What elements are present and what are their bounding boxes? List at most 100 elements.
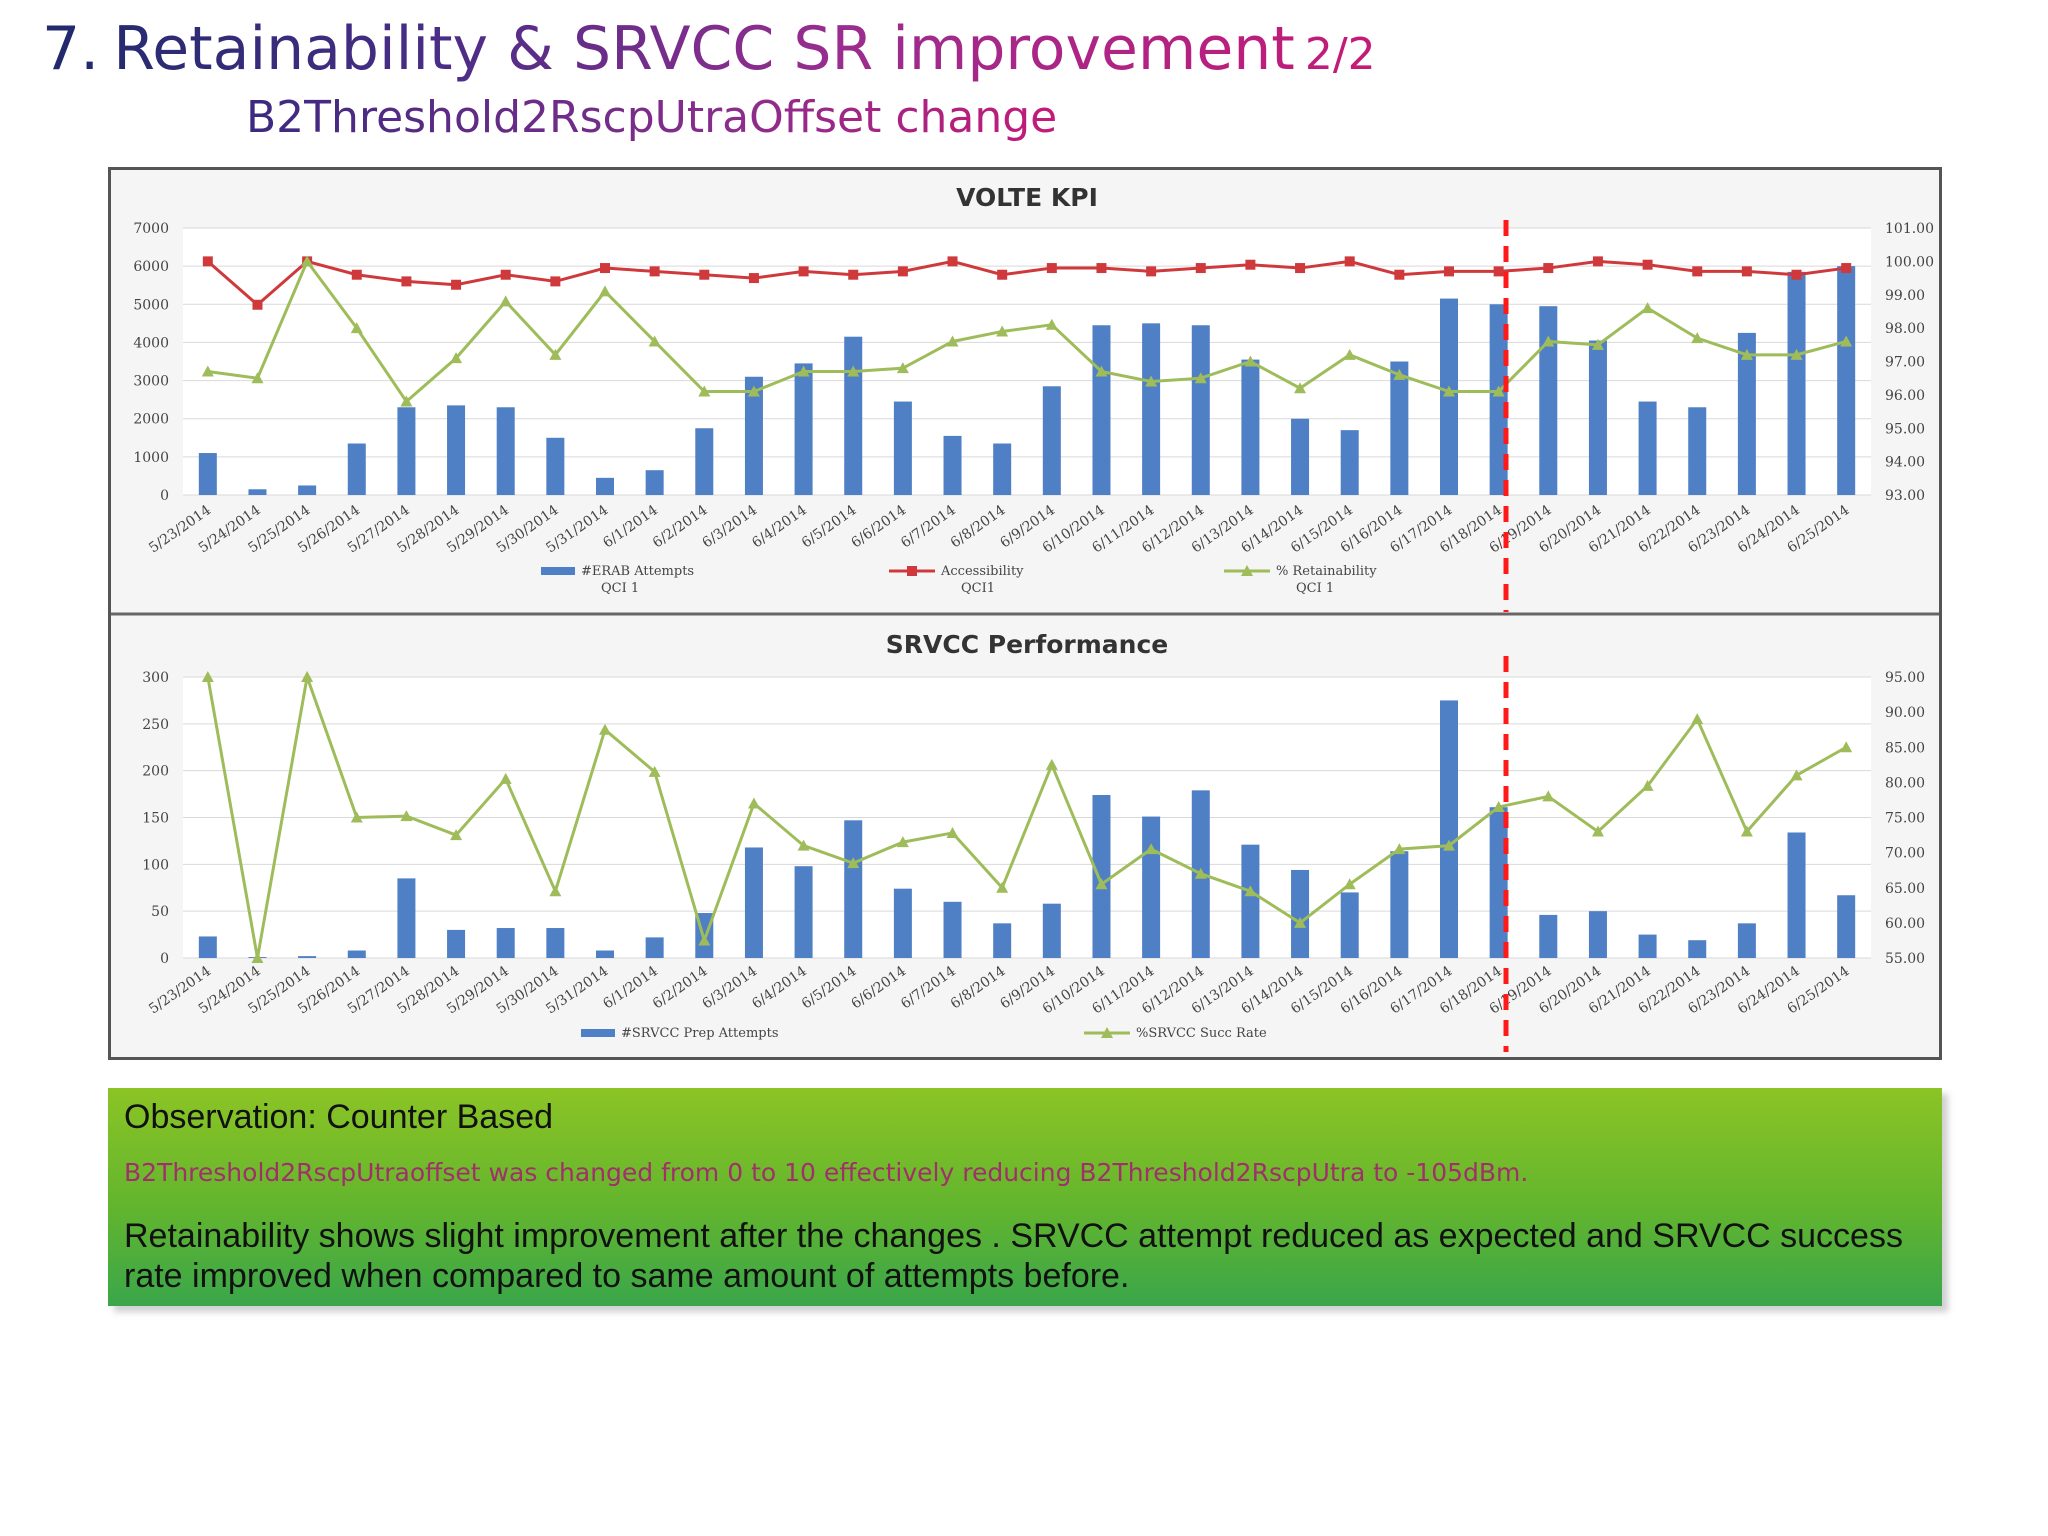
- point: [1543, 263, 1554, 274]
- point: [1344, 256, 1355, 267]
- point: [1592, 256, 1603, 267]
- bar: [596, 950, 614, 958]
- point: [1840, 335, 1853, 347]
- point: [1790, 769, 1803, 781]
- legend-label: %SRVCC Succ Rate: [1136, 1026, 1267, 1041]
- y-left-tick-label: 2000: [133, 412, 169, 428]
- point: [847, 365, 860, 377]
- y-right-tick-label: 95.00: [1885, 670, 1925, 686]
- point: [1641, 779, 1654, 791]
- point: [1492, 385, 1505, 397]
- y-right-tick-label: 85.00: [1885, 740, 1925, 756]
- bar: [844, 820, 863, 958]
- y-right-tick-label: 75.00: [1885, 811, 1925, 827]
- legend-marker: [1241, 565, 1253, 576]
- bar: [1737, 332, 1756, 495]
- point: [1244, 355, 1257, 367]
- bar: [794, 866, 813, 958]
- point: [1145, 843, 1158, 855]
- bar: [1291, 418, 1310, 495]
- point: [1692, 266, 1703, 277]
- point: [1691, 332, 1704, 344]
- bar: [1837, 895, 1856, 958]
- point: [1343, 878, 1356, 890]
- point: [351, 269, 362, 280]
- point: [1146, 266, 1157, 277]
- bar: [496, 407, 515, 495]
- point: [897, 266, 908, 277]
- bar: [744, 847, 763, 958]
- legend-marker: [907, 566, 917, 576]
- bar: [1390, 851, 1409, 958]
- point: [996, 325, 1009, 337]
- series-line: [207, 258, 1847, 404]
- bar: [298, 485, 317, 495]
- point: [698, 934, 711, 946]
- y-left-tick-label: 0: [160, 951, 169, 967]
- point: [1642, 259, 1653, 270]
- point: [848, 269, 859, 280]
- y-right-tick-label: 80.00: [1885, 775, 1925, 791]
- point: [1492, 800, 1505, 812]
- bar: [1241, 359, 1260, 495]
- point: [748, 273, 759, 284]
- bar: [645, 470, 664, 495]
- point: [1840, 741, 1853, 753]
- point: [1841, 263, 1852, 274]
- slide-number: 7.: [42, 14, 100, 84]
- bar: [1291, 869, 1310, 958]
- series-line: [206, 259, 1847, 307]
- bar: [943, 435, 962, 495]
- legend-label: #SRVCC Prep Attempts: [621, 1026, 779, 1041]
- y-left-tick-label: 250: [142, 717, 169, 733]
- point: [400, 810, 413, 822]
- bar: [347, 950, 366, 958]
- legend-label: Accessibility: [940, 564, 1024, 579]
- bar: [1638, 934, 1657, 958]
- point: [1194, 372, 1207, 384]
- legend-label: QCI 1: [1296, 581, 1334, 596]
- y-left-tick-label: 3000: [133, 374, 169, 390]
- observation-heading: Observation: Counter Based: [124, 1098, 554, 1136]
- y-left-tick-label: 200: [142, 764, 169, 780]
- y-right-tick-label: 94.00: [1885, 455, 1925, 471]
- point: [1591, 825, 1604, 837]
- bar: [1688, 940, 1707, 958]
- legend-swatch: [581, 1029, 615, 1037]
- y-right-tick-label: 98.00: [1885, 321, 1925, 337]
- point: [648, 335, 661, 347]
- plot-area: [183, 228, 1871, 495]
- slide-title-text: Retainability & SRVCC SR improvement: [113, 14, 1295, 84]
- y-left-tick-label: 0: [160, 488, 169, 504]
- bar: [397, 407, 416, 495]
- bar: [1489, 807, 1508, 958]
- point: [499, 295, 512, 307]
- point: [1394, 269, 1405, 280]
- bar: [1241, 844, 1260, 958]
- point: [400, 395, 413, 407]
- point: [797, 365, 810, 377]
- point: [1194, 867, 1207, 879]
- point: [301, 255, 314, 267]
- point: [1790, 348, 1803, 360]
- point: [1294, 916, 1307, 928]
- y-left-tick-label: 1000: [133, 450, 169, 466]
- series-line: [206, 671, 1847, 959]
- point: [201, 671, 214, 682]
- bar: [198, 453, 217, 495]
- y-left-tick-label: 4000: [133, 335, 169, 351]
- y-right-tick-label: 96.00: [1885, 388, 1925, 404]
- point: [1095, 365, 1108, 377]
- point: [1443, 839, 1455, 851]
- point: [350, 322, 363, 334]
- volte-kpi-chart: VOLTE KPI 0 1000 2000 3000 4000 5000 6000 7000 93…: [133, 183, 1934, 596]
- y-left-tick-label: 5000: [133, 297, 169, 313]
- point: [252, 299, 263, 310]
- point: [202, 256, 213, 267]
- point: [947, 256, 958, 267]
- legend-label: % Retainability: [1276, 564, 1377, 579]
- slide-subtitle: B2Threshold2RscpUtraOffset change: [246, 88, 1057, 148]
- point: [600, 263, 610, 274]
- point: [450, 829, 463, 841]
- bar: [695, 428, 714, 495]
